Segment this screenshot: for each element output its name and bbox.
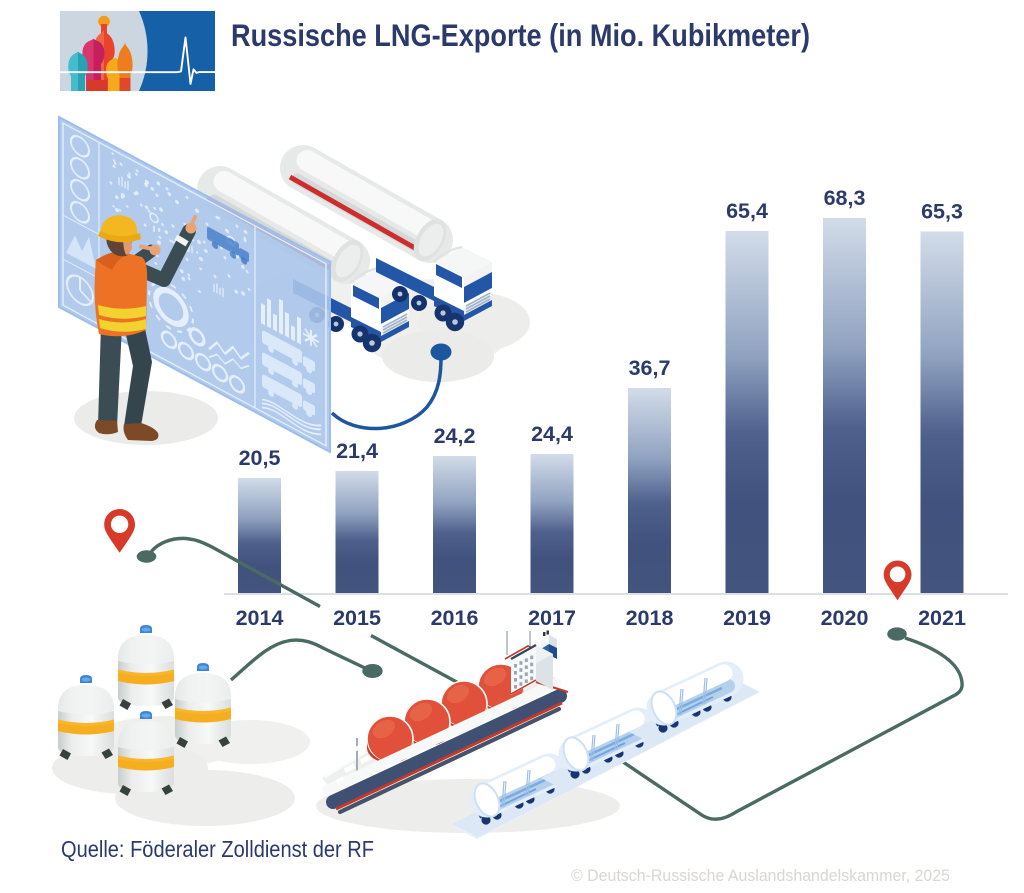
- svg-text:Russische LNG-Exporte (in Mio.: Russische LNG-Exporte (in Mio. Kubikmete…: [231, 17, 810, 53]
- svg-text:24,4: 24,4: [531, 422, 573, 446]
- svg-text:© Deutsch-Russische Auslandsha: © Deutsch-Russische Auslandshandelskamme…: [571, 867, 950, 885]
- svg-text:2017: 2017: [528, 606, 576, 630]
- svg-text:2021: 2021: [918, 606, 966, 630]
- svg-text:65,3: 65,3: [921, 200, 963, 224]
- svg-text:2018: 2018: [626, 606, 674, 630]
- svg-text:20,5: 20,5: [239, 446, 281, 470]
- svg-text:2020: 2020: [821, 606, 869, 630]
- svg-text:2016: 2016: [431, 606, 479, 630]
- svg-text:36,7: 36,7: [629, 356, 671, 380]
- svg-text:21,4: 21,4: [336, 439, 378, 463]
- svg-text:2014: 2014: [236, 606, 284, 630]
- svg-text:24,2: 24,2: [434, 424, 476, 448]
- svg-text:2019: 2019: [723, 606, 771, 630]
- svg-text:68,3: 68,3: [824, 186, 866, 210]
- svg-text:65,4: 65,4: [726, 199, 768, 223]
- svg-text:Quelle: Föderaler Zolldienst d: Quelle: Föderaler Zolldienst der RF: [61, 836, 374, 862]
- svg-text:2015: 2015: [333, 606, 381, 630]
